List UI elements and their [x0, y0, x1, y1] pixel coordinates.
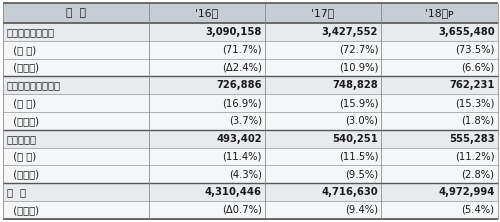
Text: (72.7%): (72.7%) [338, 45, 378, 55]
Bar [2, 148, 498, 165]
Text: (비 중): (비 중) [6, 98, 36, 108]
Text: 정보통신방송서비스: 정보통신방송서비스 [6, 80, 60, 90]
Text: (15.9%): (15.9%) [338, 98, 378, 108]
Bar [2, 94, 498, 112]
Text: 4,716,630: 4,716,630 [322, 187, 378, 197]
Bar [2, 183, 498, 201]
Bar [2, 76, 498, 94]
Text: 3,090,158: 3,090,158 [206, 27, 262, 37]
Text: (1.8%): (1.8%) [462, 116, 494, 126]
Text: 540,251: 540,251 [332, 134, 378, 144]
Text: (3.7%): (3.7%) [229, 116, 262, 126]
Text: 762,231: 762,231 [449, 80, 494, 90]
Text: (증감률): (증감률) [6, 63, 38, 73]
Text: (4.3%): (4.3%) [229, 169, 262, 179]
Text: 합  계: 합 계 [6, 187, 26, 197]
Bar [2, 3, 498, 23]
Text: (15.3%): (15.3%) [455, 98, 494, 108]
Text: (10.9%): (10.9%) [339, 63, 378, 73]
Text: '18년ᴘ: '18년ᴘ [425, 8, 454, 18]
Text: (9.4%): (9.4%) [345, 205, 378, 215]
Text: 493,402: 493,402 [216, 134, 262, 144]
Text: 555,283: 555,283 [449, 134, 494, 144]
Text: (16.9%): (16.9%) [222, 98, 262, 108]
Bar [2, 59, 498, 76]
Text: 3,427,552: 3,427,552 [322, 27, 378, 37]
Bar [2, 112, 498, 130]
Text: (11.2%): (11.2%) [455, 151, 494, 161]
Text: (증감률): (증감률) [6, 116, 38, 126]
Bar [2, 41, 498, 59]
Text: (2.8%): (2.8%) [462, 169, 494, 179]
Text: 4,972,994: 4,972,994 [438, 187, 494, 197]
Text: '16년: '16년 [195, 8, 218, 18]
Text: (5.4%): (5.4%) [462, 205, 494, 215]
Text: (6.6%): (6.6%) [462, 63, 494, 73]
Text: 3,655,480: 3,655,480 [438, 27, 494, 37]
Bar [2, 201, 498, 219]
Text: 4,310,446: 4,310,446 [205, 187, 262, 197]
Text: (71.7%): (71.7%) [222, 45, 262, 55]
Text: (73.5%): (73.5%) [455, 45, 494, 55]
Text: (11.5%): (11.5%) [338, 151, 378, 161]
Text: (11.4%): (11.4%) [222, 151, 262, 161]
Bar [2, 130, 498, 148]
Text: 748,828: 748,828 [332, 80, 378, 90]
Bar [2, 23, 498, 41]
Text: (비 중): (비 중) [6, 45, 36, 55]
Text: (3.0%): (3.0%) [346, 116, 378, 126]
Text: 소프트웨어: 소프트웨어 [6, 134, 36, 144]
Text: 구  분: 구 분 [66, 8, 86, 18]
Text: '17년: '17년 [312, 8, 334, 18]
Text: (증감률): (증감률) [6, 169, 38, 179]
Text: (Δ2.4%): (Δ2.4%) [222, 63, 262, 73]
Bar [2, 165, 498, 183]
Text: (9.5%): (9.5%) [345, 169, 378, 179]
Text: 726,886: 726,886 [216, 80, 262, 90]
Text: 정보통신방송기기: 정보통신방송기기 [6, 27, 54, 37]
Text: (비 중): (비 중) [6, 151, 36, 161]
Text: (Δ0.7%): (Δ0.7%) [222, 205, 262, 215]
Text: (증감률): (증감률) [6, 205, 38, 215]
